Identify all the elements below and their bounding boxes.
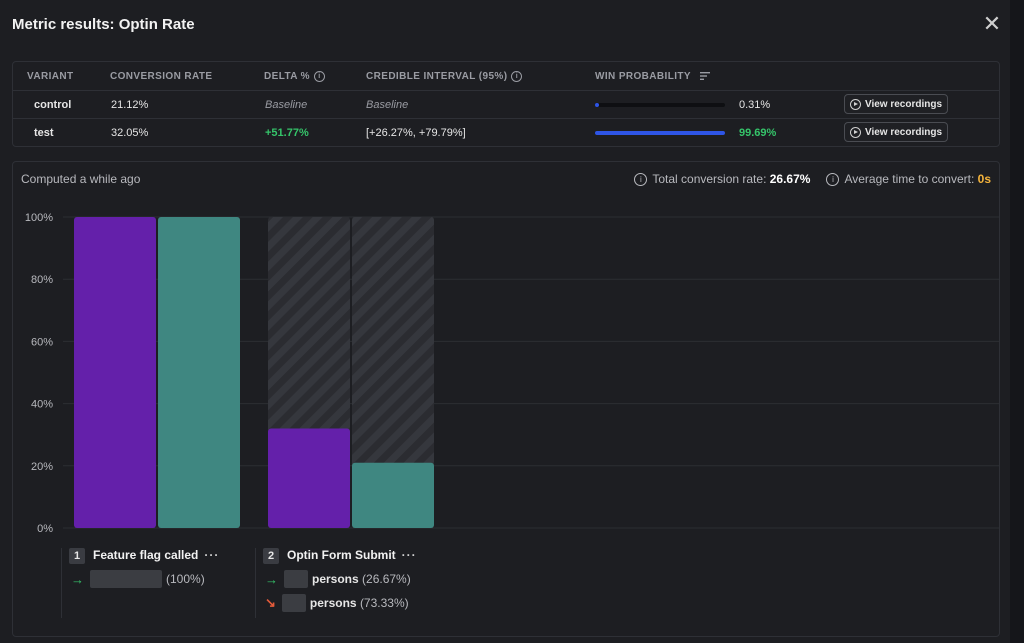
bar-test-step-2[interactable] xyxy=(352,462,434,528)
step-2-dropped: ↘ persons (73.33%) xyxy=(265,594,409,612)
total-conversion-rate: i Total conversion rate: 26.67% xyxy=(634,172,810,187)
redacted-count xyxy=(281,594,306,612)
redacted-count xyxy=(90,570,162,588)
win-probability-value: 99.69% xyxy=(739,127,777,139)
y-tick-label: 60% xyxy=(31,336,53,348)
header-variant: VARIANT xyxy=(27,71,74,82)
header-win-probability[interactable]: WIN PROBABILITY xyxy=(595,71,711,82)
arrow-down-right-icon: ↘ xyxy=(265,595,276,610)
step-name: Optin Form Submit xyxy=(287,548,396,562)
more-icon[interactable]: ··· xyxy=(204,548,220,562)
header-delta: DELTA % i xyxy=(264,71,325,82)
info-icon[interactable]: i xyxy=(634,173,648,187)
play-icon xyxy=(849,98,861,110)
delta-value: +51.77% xyxy=(265,127,309,139)
y-tick-label: 20% xyxy=(31,461,53,473)
view-recordings-label: View recordings xyxy=(864,98,943,110)
step-1-converted: → (100%) xyxy=(71,570,205,588)
dropoff-bar xyxy=(352,217,434,528)
table-row: control 21.12% Baseline Baseline 0.31% V… xyxy=(13,90,999,119)
y-tick-label: 0% xyxy=(37,523,53,535)
funnel-steps: 1 Feature flag called ··· → (100%) 2 Optin F… xyxy=(13,548,999,636)
funnel-step-2: 2 Optin Form Submit ··· xyxy=(263,548,417,564)
header-credible-interval: CREDIBLE INTERVAL (95%) i xyxy=(366,71,523,82)
arrow-right-icon: → xyxy=(265,571,278,587)
close-icon[interactable]: ✕ xyxy=(982,11,1002,36)
variant-name: test xyxy=(34,127,54,139)
header-conversion-rate: CONVERSION RATE xyxy=(110,71,213,82)
bar-control-step-1[interactable] xyxy=(74,217,156,528)
win-probability-fill xyxy=(595,131,725,135)
info-icon[interactable]: i xyxy=(511,71,523,82)
redacted-count xyxy=(284,570,308,588)
variant-name: control xyxy=(34,99,72,111)
win-probability-bar xyxy=(595,131,725,135)
funnel-step-1: 1 Feature flag called ··· xyxy=(69,548,219,564)
bar-control-step-2[interactable] xyxy=(268,428,350,528)
arrow-right-icon: → xyxy=(71,571,84,587)
conversion-rate: 21.12% xyxy=(111,99,149,111)
conversion-rate: 32.05% xyxy=(111,127,149,139)
step-number: 2 xyxy=(263,548,279,564)
credible-interval: Baseline xyxy=(366,99,409,111)
table-row: test 32.05% +51.77% [+26.27%, +79.79%] 9… xyxy=(13,118,999,147)
credible-interval: [+26.27%, +79.79%] xyxy=(366,127,466,139)
win-probability-bar xyxy=(595,103,725,107)
info-icon[interactable]: i xyxy=(313,71,325,82)
view-recordings-label: View recordings xyxy=(864,126,943,138)
win-probability-fill xyxy=(595,103,599,107)
y-tick-label: 100% xyxy=(25,212,53,224)
results-table: VARIANT CONVERSION RATE DELTA % i CREDIBL… xyxy=(12,61,1000,147)
average-time-to-convert: i Average time to convert: 0s xyxy=(826,172,991,187)
play-icon xyxy=(849,126,861,138)
funnel-chart: 0% 20% 40% 60% 80% 100% xyxy=(25,212,999,535)
more-icon[interactable]: ··· xyxy=(401,548,417,562)
dialog-title: Metric results: Optin Rate xyxy=(12,16,195,33)
step-number: 1 xyxy=(69,548,85,564)
funnel-stats: i Total conversion rate: 26.67% i Average … xyxy=(634,172,991,187)
info-icon[interactable]: i xyxy=(826,173,840,187)
computed-status: Computed a while ago xyxy=(21,172,141,186)
y-tick-label: 80% xyxy=(31,274,53,286)
step-2-converted: → persons (26.67%) xyxy=(265,570,411,588)
page-scrollbar[interactable] xyxy=(1010,0,1024,643)
funnel-panel: Computed a while ago i Total conversion r… xyxy=(12,161,1000,637)
y-tick-label: 40% xyxy=(31,399,53,411)
step-name: Feature flag called xyxy=(93,548,199,562)
bar-test-step-1[interactable] xyxy=(158,217,240,528)
sort-icon[interactable] xyxy=(700,72,711,81)
delta-value: Baseline xyxy=(265,99,308,111)
win-probability-value: 0.31% xyxy=(739,99,771,111)
view-recordings-button[interactable]: View recordings xyxy=(844,122,948,142)
view-recordings-button[interactable]: View recordings xyxy=(844,94,948,114)
